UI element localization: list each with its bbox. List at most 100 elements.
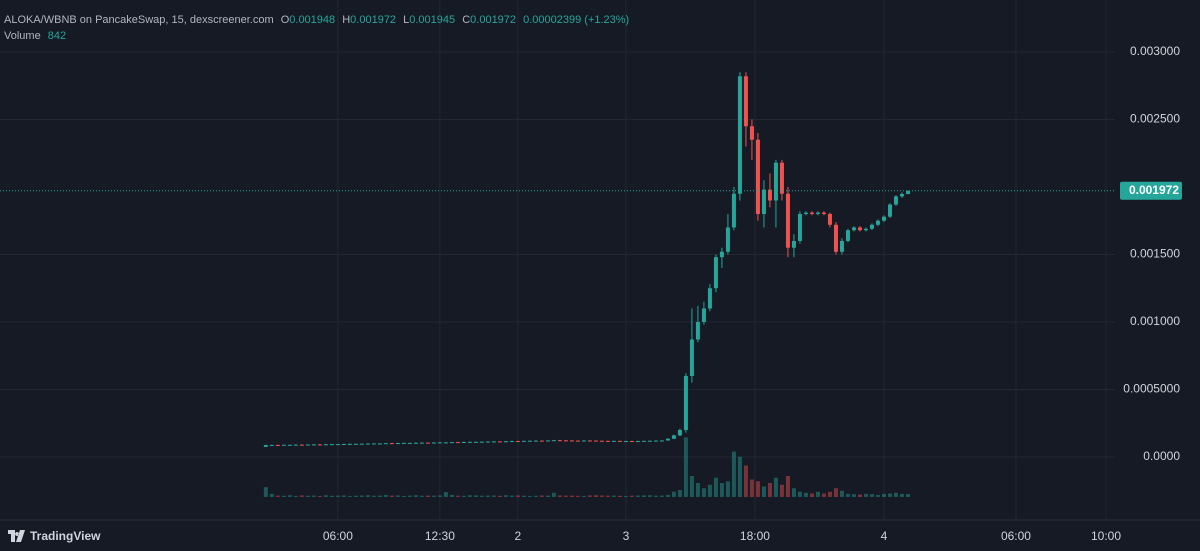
volume-bar (281, 495, 286, 497)
y-tick-label: 0.0000 (1143, 449, 1180, 463)
volume-bar (719, 483, 724, 497)
y-tick-label: 0.002500 (1130, 112, 1180, 126)
volume-bar (347, 495, 352, 497)
volume-bar (437, 495, 442, 497)
volume-bar (527, 495, 532, 497)
candle-body (659, 440, 664, 442)
volume-bar (377, 495, 382, 497)
candle-body (611, 440, 616, 442)
candle-body (431, 442, 436, 444)
candle-body (521, 440, 526, 442)
volume-bar (791, 488, 796, 497)
candle-body (371, 443, 376, 445)
volume-bar (869, 494, 874, 497)
volume-bar (353, 495, 358, 497)
volume-bar (467, 495, 472, 497)
volume-bar (533, 495, 538, 497)
candle-body (827, 213, 832, 225)
candle-body (719, 251, 724, 258)
candle-body (395, 443, 400, 445)
candle-body (551, 440, 556, 442)
volume-bar (611, 495, 616, 497)
candle-body (683, 375, 688, 430)
volume-bar (383, 494, 388, 497)
candle-body (455, 442, 460, 444)
volume-bar (707, 484, 712, 497)
volume-bar (461, 495, 466, 497)
volume-bar (803, 492, 808, 497)
candle-body (497, 441, 502, 443)
volume-bar (617, 495, 622, 497)
volume-bar (737, 456, 742, 497)
candle-body (401, 442, 406, 444)
candle-body (737, 76, 742, 194)
volume-bar (623, 495, 628, 497)
candle-body (821, 212, 826, 214)
volume-bar (653, 495, 658, 497)
volume-bar (275, 495, 280, 497)
candle-body (605, 440, 610, 442)
candle-body (617, 440, 622, 442)
candle-body (707, 288, 712, 309)
volume-bar (515, 495, 520, 497)
candle-body (293, 444, 298, 446)
brand: TradingView (8, 529, 100, 543)
candle-body (743, 76, 748, 127)
candle-body (341, 443, 346, 445)
candle-body (467, 441, 472, 443)
last-price-label: 0.001972 (1129, 183, 1179, 197)
ohlc-key: H (342, 14, 351, 26)
volume-bar (893, 492, 898, 497)
volume-bar (851, 494, 856, 497)
volume-bar (557, 495, 562, 497)
candle-body (815, 212, 820, 214)
volume-bar (443, 492, 448, 497)
candle-body (437, 442, 442, 444)
candle-body (701, 308, 706, 322)
volume-bar (581, 495, 586, 497)
volume-bar (827, 491, 832, 497)
candle-body (863, 228, 868, 231)
ohlc-value: 0.001945 (409, 14, 456, 26)
ohlc-key: L (403, 14, 410, 26)
volume-legend: Volume 842 (4, 30, 70, 42)
volume-bar (563, 495, 568, 497)
volume-bar (491, 495, 496, 497)
volume-bar (269, 493, 274, 497)
candle-body (503, 441, 508, 443)
volume-bar (905, 494, 910, 497)
candle-body (713, 257, 718, 289)
volume-bar (785, 476, 790, 497)
candle-body (515, 441, 520, 443)
candle-body (365, 443, 370, 445)
candle-body (845, 230, 850, 241)
candle-body (281, 444, 286, 446)
candle-body (269, 444, 274, 446)
volume-bar (395, 495, 400, 497)
candle-body (599, 440, 604, 442)
volume-bar (599, 495, 604, 497)
candle-body (593, 440, 598, 442)
candle-body (857, 227, 862, 231)
volume-bar (809, 493, 814, 497)
candle-body (677, 429, 682, 436)
candle-body (347, 443, 352, 445)
volume-bar (635, 495, 640, 497)
candle-body (899, 193, 904, 197)
x-tick-label: 18:00 (740, 529, 770, 543)
candle-body (755, 139, 760, 214)
candle-body (641, 440, 646, 442)
candle-body (419, 442, 424, 444)
candle-body (731, 193, 736, 228)
ohlc-key: O (280, 14, 290, 26)
candle-body (407, 442, 412, 444)
y-tick-label: 0.001000 (1130, 314, 1180, 328)
ohlc-value: 0.001972 (350, 14, 397, 26)
candle-body (647, 440, 652, 442)
candle-body (335, 444, 340, 446)
volume-title: Volume (4, 30, 41, 42)
candle-body (881, 216, 886, 221)
candle-body (353, 443, 358, 445)
